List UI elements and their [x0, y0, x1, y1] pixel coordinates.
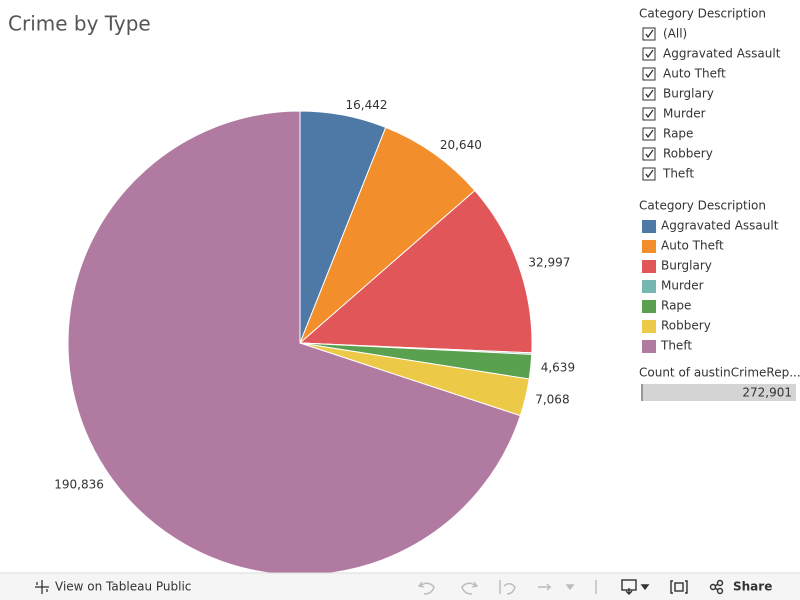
count-title: Count of austinCrimeRep...	[639, 366, 800, 380]
legend-label: Burglary	[661, 259, 712, 273]
filter-item: Theft	[662, 167, 694, 181]
pie: 16,442 20,640 32,997 4,639 7,068 190,836	[54, 98, 575, 576]
checkmark	[645, 129, 654, 139]
chart-title: Crime by Type	[8, 12, 151, 36]
data-label: 20,640	[440, 138, 482, 152]
pie-slice	[67, 110, 521, 576]
legend-swatch	[642, 240, 656, 253]
legend-label: Robbery	[661, 319, 711, 333]
checkbox[interactable]	[642, 87, 656, 101]
checkbox[interactable]	[642, 147, 656, 161]
legend-swatch	[642, 220, 656, 233]
data-label: 7,068	[535, 392, 569, 406]
legend-swatch	[642, 340, 656, 353]
legend-swatch	[642, 300, 656, 313]
data-label: 190,836	[54, 477, 104, 491]
pie-slice	[298, 189, 533, 354]
checkbox[interactable]	[642, 127, 656, 141]
checkbox[interactable]	[642, 27, 656, 41]
checkbox[interactable]	[642, 167, 656, 181]
tableau-icon	[35, 580, 49, 594]
count-bar	[641, 384, 796, 401]
toolbar[interactable]	[621, 579, 724, 595]
data-label: 16,442	[346, 98, 388, 112]
checkmark	[645, 89, 654, 99]
share-button[interactable]: Share	[733, 580, 772, 594]
checkmark	[645, 49, 654, 59]
filter-item: Rape	[663, 127, 693, 141]
filter-item: Robbery	[663, 147, 713, 161]
filter-item: Murder	[663, 107, 706, 121]
legend-label: Rape	[661, 299, 691, 313]
checkmark	[645, 29, 654, 39]
filter-item: Burglary	[663, 87, 714, 101]
checkmark	[645, 149, 654, 159]
legend-title: Category Description	[639, 199, 766, 213]
checkbox[interactable]	[642, 107, 656, 121]
filter-item: (All)	[663, 27, 687, 41]
checkmark	[645, 69, 654, 79]
legend-label: Murder	[661, 279, 704, 293]
legend-swatch	[642, 320, 656, 333]
side-panel: Category Description Category Descriptio…	[639, 7, 800, 401]
legend-label: Auto Theft	[661, 239, 724, 253]
footer: View on Tableau Public Share	[0, 572, 800, 600]
legend-label: Aggravated Assault	[661, 219, 779, 233]
data-label: 4,639	[541, 360, 575, 374]
checkbox[interactable]	[642, 47, 656, 61]
toolbar-disabled	[417, 580, 597, 595]
legend-label: Theft	[660, 339, 692, 353]
checkmark	[645, 109, 654, 119]
count-value: 272,901	[742, 386, 792, 400]
filter-title: Category Description	[639, 7, 766, 21]
view-link[interactable]: View on Tableau Public	[55, 580, 191, 594]
filter-item: Auto Theft	[663, 67, 726, 81]
pie-slice	[299, 126, 476, 344]
filter-item: Aggravated Assault	[663, 47, 781, 61]
checkmark	[645, 169, 654, 179]
data-label: 32,997	[528, 255, 570, 269]
legend-swatch	[642, 260, 656, 273]
checkbox[interactable]	[642, 67, 656, 81]
legend-swatch	[642, 280, 656, 293]
count-bar-edge	[641, 384, 643, 401]
footer-bar	[0, 573, 800, 600]
